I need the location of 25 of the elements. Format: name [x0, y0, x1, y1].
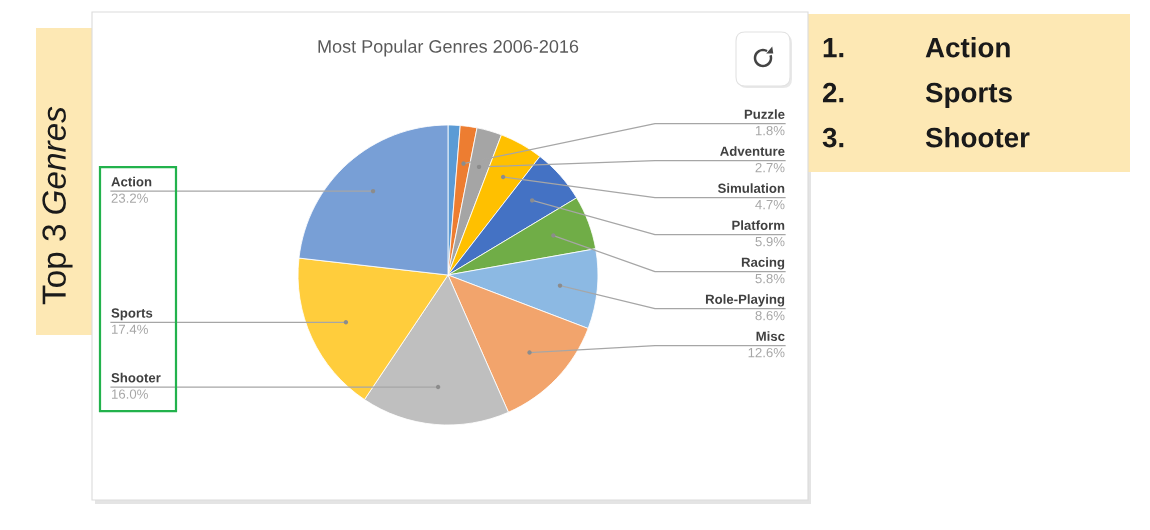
data-label: 5.9% [755, 236, 785, 247]
slice-label: Sports [111, 308, 153, 321]
data-label: 4.7% [755, 199, 785, 210]
data-label: 16.0% [112, 389, 148, 399]
chart-title: Most Popular Genres 2006-2016 [318, 39, 579, 57]
text: 2. Sports [822, 82, 1012, 108]
slice-label: Puzzle [744, 109, 785, 119]
data-label: 17.4% [112, 324, 148, 334]
slice-label: Misc [756, 331, 785, 341]
slice-label: Adventure [720, 146, 785, 156]
data-label: 5.8% [755, 273, 785, 284]
slice-label: Platform [732, 220, 785, 230]
slice-label: Role-Playing [705, 294, 785, 307]
slice-label: Shooter [111, 372, 161, 383]
data-label: 1.8% [755, 125, 785, 136]
data-label: 23.2% [111, 193, 148, 203]
data-label: 2.7% [755, 162, 785, 173]
data-label: 8.6% [755, 310, 785, 321]
slice-label: Simulation [717, 183, 785, 193]
slice-label: Action [111, 176, 152, 187]
slice-label: Racing [741, 257, 785, 270]
text: 3. Shooter [822, 127, 1030, 148]
data-label: 12.6% [748, 347, 785, 358]
text: 1. Action [823, 37, 1010, 58]
text: Top 3 Genres [42, 106, 73, 305]
